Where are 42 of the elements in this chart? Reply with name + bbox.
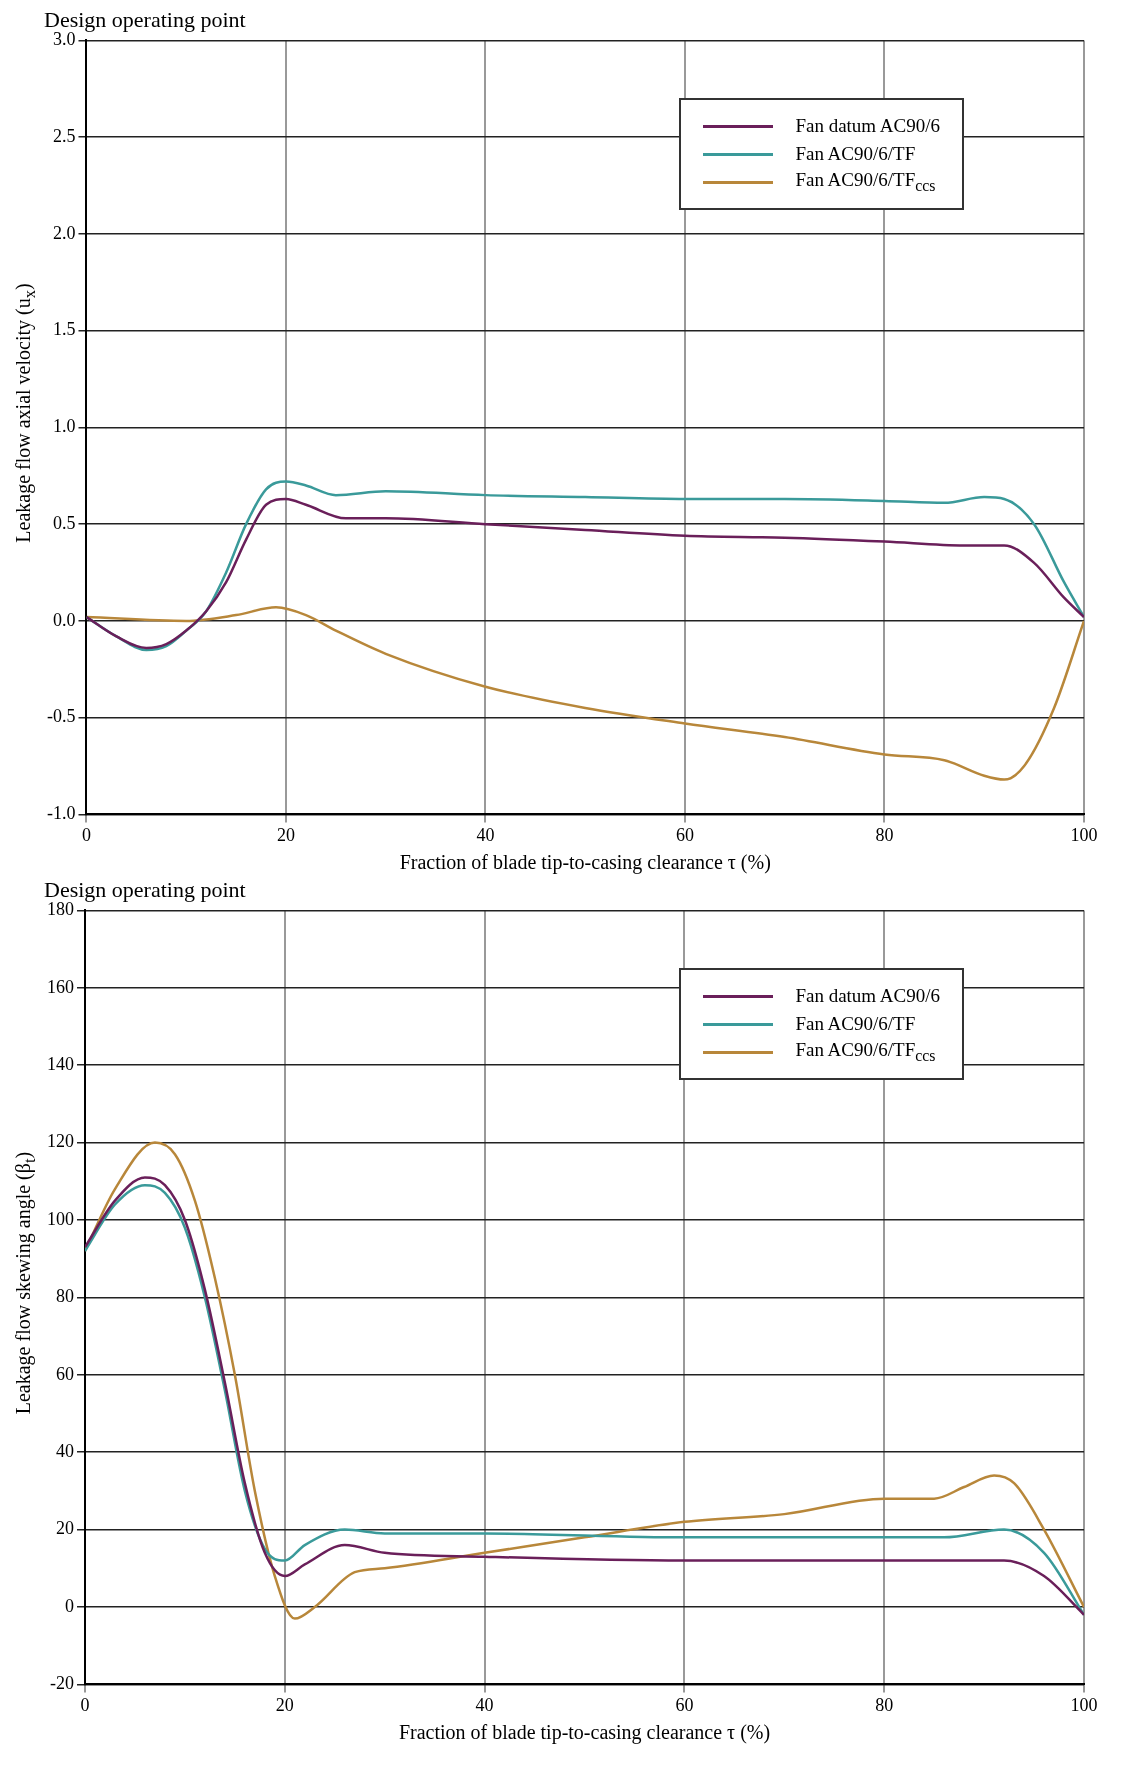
x-tick-label: 80 bbox=[875, 1694, 894, 1715]
chart-title: Design operating point bbox=[44, 6, 246, 32]
x-tick-label: 0 bbox=[80, 1694, 90, 1715]
y-tick-label: 20 bbox=[56, 1518, 74, 1539]
legend-label: Fan AC90/6/TF$_{ccs}$ bbox=[795, 1039, 936, 1065]
y-tick-label: 0.0 bbox=[52, 609, 76, 630]
y-tick-label: -0.5 bbox=[46, 706, 76, 727]
y-tick-label: 100 bbox=[47, 1208, 74, 1229]
x-tick-label: 40 bbox=[476, 824, 495, 845]
y-tick-label: 1.0 bbox=[52, 416, 76, 437]
legend-label: Fan AC90/6/TF bbox=[795, 143, 916, 165]
x-tick-label: 80 bbox=[875, 824, 894, 845]
x-axis-title: Fraction of blade tip-to-casing clearance τ (%) bbox=[398, 1721, 771, 1745]
legend-label: Fan datum AC90/6 bbox=[795, 115, 940, 137]
x-tick-label: 40 bbox=[475, 1694, 494, 1715]
x-axis-title: Fraction of blade tip-to-casing clearance τ (%) bbox=[399, 851, 771, 875]
y-tick-label: 2.0 bbox=[52, 222, 76, 243]
x-tick-label: 100 bbox=[1070, 824, 1098, 845]
y-tick-label: 180 bbox=[47, 899, 74, 920]
y-tick-label: 3.0 bbox=[52, 29, 76, 50]
y-tick-label: 60 bbox=[56, 1363, 74, 1384]
legend-label: Fan AC90/6/TF$_{ccs}$ bbox=[795, 169, 936, 195]
chart-title: Design operating point bbox=[44, 876, 246, 902]
y-tick-label: 2.5 bbox=[52, 125, 76, 146]
legend-label: Fan datum AC90/6 bbox=[795, 985, 940, 1007]
y-tick-label: 80 bbox=[56, 1286, 74, 1307]
x-tick-label: 20 bbox=[275, 1694, 294, 1715]
x-tick-label: 20 bbox=[277, 824, 295, 845]
y-tick-label: 0.5 bbox=[52, 512, 76, 533]
legend-label: Fan AC90/6/TF bbox=[795, 1013, 916, 1035]
y-tick-label: 1.5 bbox=[52, 319, 76, 340]
y-tick-label: 40 bbox=[56, 1440, 74, 1461]
y-tick-label: 120 bbox=[47, 1131, 74, 1152]
y-tick-label: -20 bbox=[50, 1673, 74, 1694]
x-tick-label: 100 bbox=[1070, 1694, 1098, 1715]
x-tick-label: 0 bbox=[81, 824, 91, 845]
x-tick-label: 60 bbox=[675, 1694, 694, 1715]
y-tick-label: -1.0 bbox=[46, 803, 76, 824]
y-tick-label: 160 bbox=[47, 976, 74, 997]
x-tick-label: 60 bbox=[676, 824, 694, 845]
y-tick-label: 140 bbox=[47, 1053, 74, 1074]
y-tick-label: 0 bbox=[65, 1595, 74, 1616]
